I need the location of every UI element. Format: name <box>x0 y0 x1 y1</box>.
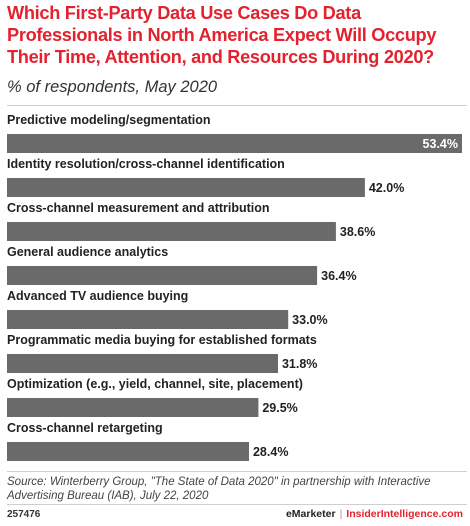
brand-separator: | <box>339 508 343 520</box>
value-label: 38.6% <box>340 225 375 239</box>
value-label: 33.0% <box>292 313 327 327</box>
bar <box>7 310 289 329</box>
bar <box>7 442 249 461</box>
category-label: Identity resolution/cross-channel identi… <box>7 157 285 171</box>
header-divider <box>7 105 467 106</box>
category-label: Cross-channel measurement and attributio… <box>7 201 270 215</box>
category-label: General audience analytics <box>7 245 168 259</box>
bar <box>7 222 336 241</box>
chart-title: Which First-Party Data Use Cases Do Data… <box>7 3 437 67</box>
source-note: Source: Winterberry Group, "The State of… <box>7 476 431 502</box>
category-label: Cross-channel retargeting <box>7 421 163 435</box>
insider-intelligence-link[interactable]: InsiderIntelligence.com <box>346 508 463 520</box>
bar <box>7 398 259 417</box>
category-label: Advanced TV audience buying <box>7 289 188 303</box>
value-label: 42.0% <box>369 181 404 195</box>
value-label: 53.4% <box>423 137 458 151</box>
bar-chart: Predictive modeling/segmentation 53.4% Ide… <box>7 113 462 461</box>
bar <box>7 354 278 373</box>
value-label: 28.4% <box>253 445 288 459</box>
category-label: Predictive modeling/segmentation <box>7 113 211 127</box>
emarketer-logo-text: eMarketer <box>285 508 336 520</box>
bar <box>7 266 318 285</box>
source-divider <box>7 471 467 472</box>
value-label: 29.5% <box>262 401 297 415</box>
chart-id: 257476 <box>7 509 41 520</box>
bar <box>7 178 365 197</box>
value-label: 36.4% <box>321 269 356 283</box>
chart-subtitle: % of respondents, May 2020 <box>7 78 218 96</box>
category-label: Programmatic media buying for establishe… <box>7 333 317 347</box>
footer-divider <box>7 504 467 505</box>
bar <box>7 134 462 153</box>
category-label: Optimization (e.g., yield, channel, site… <box>7 377 303 391</box>
brand-footer: eMarketer | InsiderIntelligence.com <box>286 508 463 520</box>
value-label: 31.8% <box>282 357 317 371</box>
